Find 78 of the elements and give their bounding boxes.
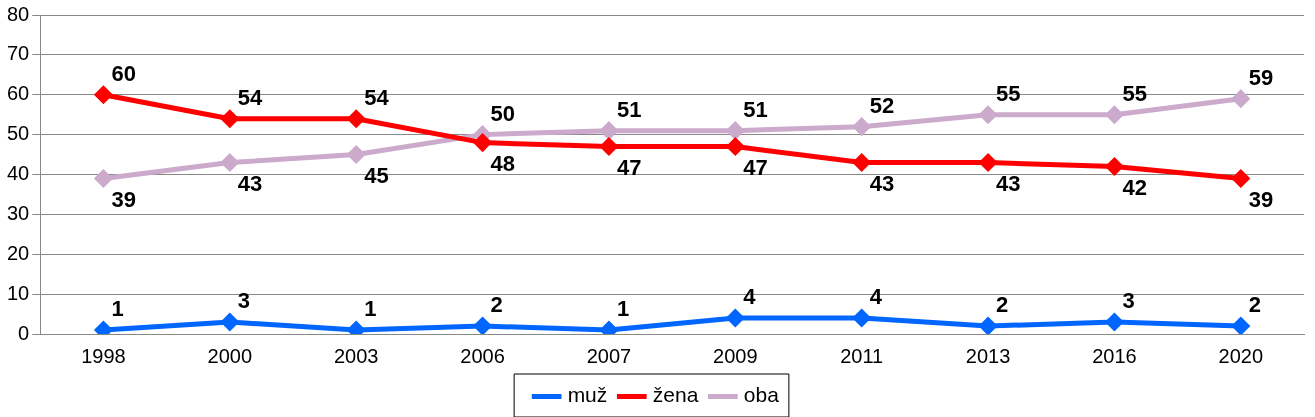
- point: [600, 138, 618, 156]
- point: [979, 317, 997, 334]
- y-tick-label: 80: [7, 2, 30, 25]
- data-label: 47: [616, 154, 642, 180]
- legend-label: muž: [567, 383, 608, 407]
- data-label: 39: [111, 186, 136, 212]
- point: [853, 118, 871, 136]
- point: [94, 86, 112, 104]
- point: [347, 146, 365, 164]
- data-label: 4: [743, 284, 757, 310]
- data-label: 2: [996, 292, 1009, 318]
- point: [1105, 313, 1123, 331]
- point: [979, 154, 997, 172]
- point: [1232, 317, 1250, 334]
- point: [347, 110, 365, 128]
- data-label: 1: [364, 296, 377, 322]
- data-label: 51: [743, 96, 768, 122]
- point: [600, 122, 618, 140]
- point: [853, 154, 871, 172]
- data-label: 3: [237, 288, 251, 314]
- data-label: 51: [616, 96, 642, 122]
- point: [1105, 158, 1123, 176]
- y-tick-label: 50: [7, 122, 30, 145]
- data-label: 39: [1248, 186, 1274, 212]
- y-tick-label: 30: [7, 201, 30, 224]
- point: [726, 309, 744, 327]
- point: [726, 138, 744, 156]
- data-label: 54: [237, 84, 264, 110]
- x-tick-label: 2007: [586, 344, 632, 367]
- data-label: 43: [996, 170, 1021, 196]
- data-label: 60: [111, 60, 136, 86]
- data-label: 45: [364, 162, 389, 188]
- point: [221, 110, 239, 128]
- data-label: 52: [869, 92, 895, 118]
- x-tick-label: 2009: [713, 344, 758, 367]
- data-label: 1: [111, 296, 124, 322]
- data-label: 59: [1248, 64, 1274, 90]
- point: [474, 134, 492, 152]
- point: [221, 313, 239, 331]
- data-label: 50: [490, 100, 516, 126]
- y-tick-label: 60: [7, 82, 30, 105]
- y-tick-label: 10: [7, 281, 30, 304]
- x-tick-label: 2013: [965, 344, 1011, 367]
- data-label: 48: [490, 150, 516, 176]
- point: [979, 106, 997, 124]
- x-tick-label: 2016: [1092, 344, 1137, 367]
- data-label: 3: [1122, 288, 1135, 314]
- x-tick-label: 2006: [460, 344, 505, 367]
- data-label: 55: [996, 80, 1021, 106]
- data-label: 47: [743, 154, 768, 180]
- data-label: 43: [237, 170, 263, 196]
- point: [1232, 169, 1250, 187]
- data-label: 1: [616, 296, 630, 322]
- x-tick-label: 2003: [333, 344, 379, 367]
- point: [1232, 90, 1250, 108]
- data-label: 2: [1248, 292, 1262, 318]
- point: [474, 317, 492, 334]
- data-label: 4: [869, 284, 883, 310]
- point: [853, 309, 871, 327]
- point: [1105, 106, 1123, 124]
- data-label: 54: [364, 84, 390, 110]
- data-label: 2: [490, 292, 503, 318]
- point: [221, 154, 239, 172]
- y-tick-label: 40: [7, 162, 30, 185]
- point: [94, 169, 112, 187]
- y-tick-label: 20: [7, 241, 30, 264]
- legend-label: oba: [743, 383, 780, 407]
- x-tick-label: 2000: [207, 344, 253, 367]
- x-tick-label: 2020: [1218, 344, 1264, 367]
- x-tick-label: 1998: [81, 344, 126, 367]
- legend-label: žena: [652, 383, 699, 407]
- data-label: 55: [1122, 80, 1147, 106]
- point: [726, 122, 744, 140]
- y-tick-label: 0: [18, 321, 30, 344]
- y-tick-label: 70: [7, 42, 30, 65]
- data-label: 43: [869, 170, 895, 196]
- x-tick-label: 2011: [840, 344, 884, 367]
- data-label: 42: [1122, 174, 1147, 200]
